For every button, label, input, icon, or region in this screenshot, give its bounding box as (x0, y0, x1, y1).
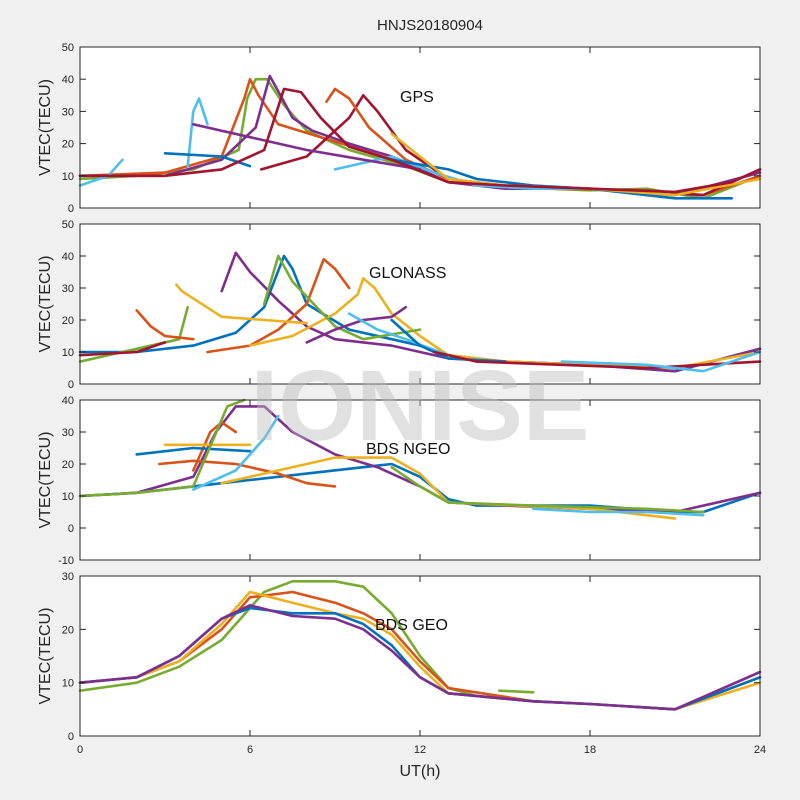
panel-label: BDS GEO (375, 617, 448, 634)
watermark: IONISE (251, 350, 590, 462)
y-axis-label: VTEC(TECU) (37, 79, 54, 176)
panel-label: GPS (400, 89, 434, 106)
y-tick-label: 10 (62, 347, 74, 359)
y-tick-label: -10 (58, 555, 74, 567)
y-tick-label: 20 (62, 459, 74, 471)
y-tick-label: 30 (62, 106, 74, 118)
y-tick-label: 20 (62, 315, 74, 327)
series-line (78, 398, 246, 498)
series-line (192, 414, 280, 491)
y-tick-label: 0 (68, 523, 74, 535)
panel-3: -10 0 10 20 30 40 VTEC(TECU) BDS NGEO (37, 395, 762, 567)
series-line (432, 350, 762, 370)
y-tick-label: 20 (62, 139, 74, 151)
x-axis-label: UT(h) (400, 763, 441, 780)
y-axis-label: VTEC(TECU) (37, 256, 54, 353)
series-line (135, 309, 195, 341)
y-axis-label: VTEC(TECU) (37, 432, 54, 529)
series-line (135, 446, 252, 456)
series-line (175, 283, 308, 325)
series-line (78, 341, 167, 357)
y-tick-label: 40 (62, 395, 74, 407)
y-tick-label: 30 (62, 427, 74, 439)
x-tick-label: 12 (414, 744, 426, 756)
y-tick-label: 30 (62, 571, 74, 583)
y-tick-label: 50 (62, 42, 74, 54)
panel-2: 0 10 20 30 40 50 VTEC(TECU) GLONASS (37, 219, 762, 391)
y-tick-label: 0 (68, 203, 74, 215)
series-line (78, 87, 762, 194)
series-line (78, 604, 762, 711)
series-line (305, 305, 408, 344)
series-line (163, 152, 252, 168)
y-tick-label: 40 (62, 74, 74, 86)
y-tick-label: 40 (62, 251, 74, 263)
figure-title: HNJS20180904 (377, 17, 483, 34)
panel-label: BDS NGEO (366, 441, 450, 458)
y-tick-label: 10 (62, 171, 74, 183)
y-tick-label: 50 (62, 219, 74, 231)
plot-area (80, 400, 760, 560)
series-line (498, 689, 535, 694)
y-tick-label: 30 (62, 283, 74, 295)
x-tick-label: 6 (247, 744, 253, 756)
x-tick-label: 0 (77, 744, 83, 756)
x-tick-label: 18 (584, 744, 596, 756)
y-tick-label: 0 (68, 731, 74, 743)
y-axis-label: VTEC(TECU) (37, 608, 54, 705)
series-line (560, 350, 762, 373)
plot-area (80, 47, 760, 208)
panel-4: 0 10 20 30 0 6 12 18 24 VTEC(TECU) BDS GEO (37, 571, 766, 756)
series-line (192, 421, 238, 472)
y-tick-label: 20 (62, 624, 74, 636)
series-line (532, 507, 705, 517)
series-line (262, 254, 422, 341)
panel-1: 0 10 20 30 40 50 VTEC(TECU) GPS (37, 42, 762, 215)
y-tick-label: 10 (62, 491, 74, 503)
series-line (192, 123, 422, 171)
series-line (347, 312, 450, 357)
y-tick-label: 10 (62, 678, 74, 690)
panels: 0 10 20 30 40 50 VTEC(TECU) GPS 0 10 20 30 40 50 VTEC(… (37, 42, 766, 756)
series-line (158, 459, 337, 488)
y-tick-label: 0 (68, 379, 74, 391)
plot-area (80, 224, 760, 384)
x-tick-label: 24 (754, 744, 766, 756)
panel-label: GLONASS (369, 265, 446, 282)
series-line (390, 465, 705, 514)
series-line (186, 97, 209, 168)
